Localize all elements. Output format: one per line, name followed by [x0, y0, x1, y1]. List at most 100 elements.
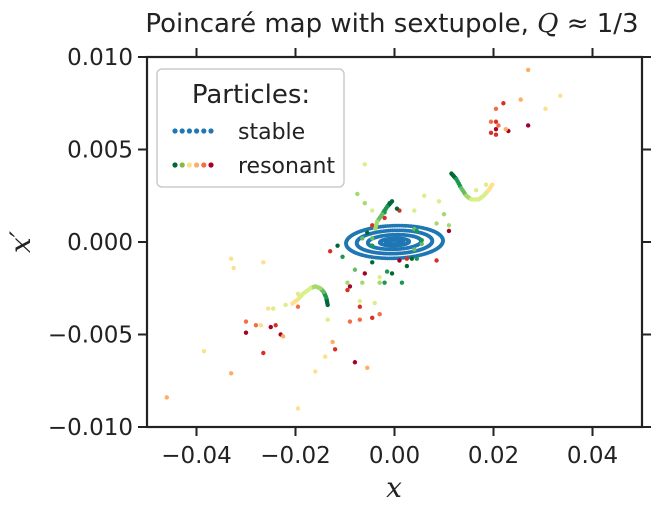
resonant-point: [422, 193, 427, 198]
y-tick-label: −0.010: [48, 415, 133, 441]
resonant-point: [543, 106, 548, 112]
resonant-point: [273, 323, 278, 328]
resonant-point: [503, 126, 509, 132]
resonant-point: [323, 354, 328, 359]
resonant-point: [228, 256, 234, 261]
resonant-point: [365, 365, 370, 370]
legend-marker: [208, 162, 214, 168]
legend-marker: [208, 128, 214, 134]
resonant-point: [330, 339, 335, 345]
y-tick-label: 0.005: [67, 138, 133, 164]
resonant-point: [372, 300, 377, 306]
resonant-point: [362, 271, 367, 276]
resonant-point: [261, 260, 266, 265]
resonant-point: [347, 284, 353, 289]
resonant-point: [382, 280, 387, 285]
resonant-point: [340, 254, 345, 259]
legend-marker: [186, 162, 192, 168]
resonant-point: [325, 317, 330, 322]
resonant-point: [473, 188, 479, 193]
resonant-point: [493, 119, 499, 124]
resonant-point: [409, 256, 415, 261]
resonant-point: [434, 221, 439, 226]
resonant-point: [412, 247, 417, 252]
resonant-point: [243, 330, 249, 335]
resonant-point: [243, 319, 249, 324]
resonant-point: [446, 223, 452, 228]
resonant-point: [268, 324, 273, 330]
resonant-point: [370, 243, 375, 248]
resonant-point: [377, 280, 382, 285]
resonant-point: [377, 311, 382, 317]
resonant-point: [357, 317, 363, 322]
resonant-point: [295, 406, 301, 411]
resonant-point: [258, 323, 264, 328]
resonant-point: [488, 119, 494, 124]
resonant-point: [419, 237, 424, 243]
resonant-point: [345, 280, 350, 285]
resonant-point: [493, 126, 499, 132]
resonant-point: [280, 334, 286, 339]
resonant-point: [436, 199, 442, 204]
resonant-point: [404, 263, 410, 269]
resonant-point: [370, 260, 375, 265]
resonant-point: [493, 106, 499, 112]
resonant-point: [389, 271, 395, 276]
resonant-point: [397, 258, 402, 263]
stable-point: [430, 239, 435, 244]
resonant-point: [357, 299, 363, 304]
resonant-point: [295, 304, 301, 309]
x-tick-label: 0.00: [369, 443, 420, 469]
resonant-point: [283, 302, 288, 308]
legend: Particles: stable resonant: [156, 68, 345, 188]
legend-box: [156, 68, 345, 188]
resonant-point: [404, 256, 410, 261]
resonant-point: [365, 230, 370, 235]
chart-title: Poincaré map with sextupole, Q ≈ 1/3: [145, 9, 638, 39]
resonant-point: [490, 182, 495, 187]
axes: −0.04 −0.02 0.00 0.02 0.04 −0.010 −0.005 0.000 0…: [4, 9, 651, 504]
x-tick-label: −0.02: [260, 443, 330, 469]
legend-marker: [194, 162, 200, 168]
resonant-point: [446, 228, 452, 234]
legend-marker: [186, 128, 192, 134]
x-axis-label: x: [386, 471, 402, 504]
legend-entry-label: resonant: [238, 154, 335, 179]
resonant-point: [327, 249, 333, 254]
resonant-point: [345, 287, 350, 293]
resonant-point: [352, 267, 358, 272]
resonant-point: [352, 360, 358, 365]
legend-marker: [201, 128, 207, 134]
legend-entry-label: stable: [238, 120, 305, 145]
resonant-point: [384, 269, 390, 274]
resonant-point: [441, 212, 447, 217]
resonant-point: [412, 208, 417, 213]
legend-marker: [172, 162, 178, 168]
resonant-point: [335, 243, 340, 248]
resonant-point: [501, 101, 506, 106]
resonant-point: [414, 256, 419, 261]
resonant-point: [347, 319, 353, 324]
x-tick-label: −0.04: [161, 443, 231, 469]
stable-point: [407, 239, 411, 244]
resonant-point: [362, 162, 367, 167]
resonant-point: [382, 215, 387, 221]
resonant-point: [434, 258, 439, 263]
y-tick-label: 0.000: [67, 230, 133, 256]
resonant-point: [493, 132, 499, 137]
resonant-point: [370, 315, 375, 321]
resonant-point: [496, 123, 501, 128]
y-tick-label: −0.005: [48, 323, 133, 349]
resonant-point: [414, 228, 419, 234]
resonant-point: [231, 265, 236, 271]
resonant-point: [266, 306, 271, 311]
legend-marker: [201, 162, 207, 168]
resonant-point: [483, 182, 489, 187]
plot-area: [164, 67, 563, 411]
resonant-point: [271, 306, 276, 311]
x-tick-label: 0.04: [567, 443, 618, 469]
resonant-point: [360, 236, 365, 241]
resonant-point: [394, 206, 400, 211]
resonant-point: [370, 208, 375, 213]
